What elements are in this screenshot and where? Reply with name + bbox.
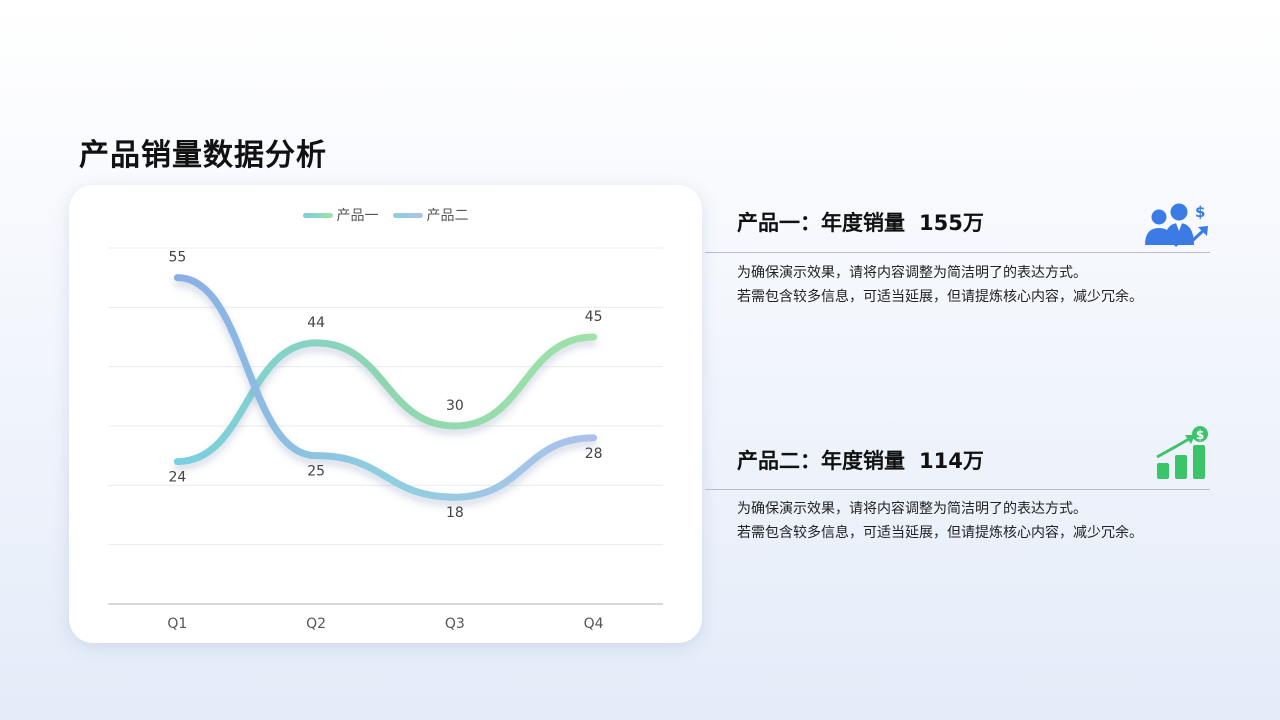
legend-swatch-product2 — [392, 212, 423, 218]
chart-legend: 产品一 产品二 — [69, 205, 702, 225]
data-label: 55 — [168, 250, 186, 266]
info-title-product1: 产品一：年度销量 155万 — [737, 207, 984, 237]
x-tick-label: Q1 — [167, 616, 187, 632]
series-line-1[interactable] — [173, 333, 598, 466]
data-label: 25 — [307, 464, 325, 480]
legend-label-product1: 产品一 — [336, 208, 379, 224]
legend-label-product2: 产品二 — [426, 208, 469, 224]
data-label: 24 — [168, 470, 186, 486]
divider-line — [705, 489, 1210, 490]
page-title: 产品销量数据分析 — [79, 138, 327, 173]
legend-item-product1[interactable]: 产品一 — [302, 205, 379, 225]
business-people-dollar-icon: $ — [1145, 203, 1208, 248]
description-line: 若需包含较多信息，可适当延展，但请提炼核心内容，减少冗余。 — [737, 525, 1143, 541]
divider-line — [705, 252, 1210, 253]
annual-sales-value: 155万 — [919, 211, 984, 235]
description-line: 为确保演示效果，请将内容调整为简洁明了的表达方式。 — [737, 501, 1087, 517]
data-label: 44 — [307, 315, 325, 331]
info-block-product2: 产品二：年度销量 114万 $ 为确保演示效果，请将内容调整为简洁明了的表达方式。… — [705, 425, 1210, 555]
chart-card: Q1 Q2 Q3 Q4 24 44 30 45 55 25 18 28 产品一 产品二 — [69, 185, 702, 643]
svg-text:$: $ — [1195, 203, 1205, 221]
line-chart: Q1 Q2 Q3 Q4 24 44 30 45 55 25 18 28 — [108, 247, 663, 632]
legend-item-product2[interactable]: 产品二 — [392, 205, 469, 225]
description-line: 若需包含较多信息，可适当延展，但请提炼核心内容，减少冗余。 — [737, 289, 1143, 305]
series-line-2[interactable] — [173, 274, 598, 501]
data-label: 30 — [446, 398, 464, 414]
info-title-product2: 产品二：年度销量 114万 — [737, 445, 984, 475]
x-tick-label: Q2 — [306, 616, 326, 632]
data-label: 45 — [585, 309, 603, 325]
legend-swatch-product1 — [302, 212, 333, 218]
info-block-product1: 产品一：年度销量 155万 $ 为确保演示效果，请将内容调整为简洁明了的表达方式。… — [705, 195, 1210, 325]
growth-bar-chart-dollar-icon: $ — [1156, 426, 1208, 479]
info-description-product1: 为确保演示效果，请将内容调整为简洁明了的表达方式。 若需包含较多信息，可适当延展… — [737, 261, 1143, 309]
info-title-text: 产品一：年度销量 — [737, 211, 905, 235]
data-label: 18 — [446, 505, 464, 521]
annual-sales-value: 114万 — [919, 449, 984, 473]
description-line: 为确保演示效果，请将内容调整为简洁明了的表达方式。 — [737, 265, 1087, 281]
data-label: 28 — [585, 446, 603, 462]
x-tick-label: Q3 — [445, 616, 465, 632]
info-description-product2: 为确保演示效果，请将内容调整为简洁明了的表达方式。 若需包含较多信息，可适当延展… — [737, 497, 1143, 545]
x-tick-label: Q4 — [584, 616, 604, 632]
info-title-text: 产品二：年度销量 — [737, 449, 905, 473]
svg-text:$: $ — [1196, 428, 1204, 442]
